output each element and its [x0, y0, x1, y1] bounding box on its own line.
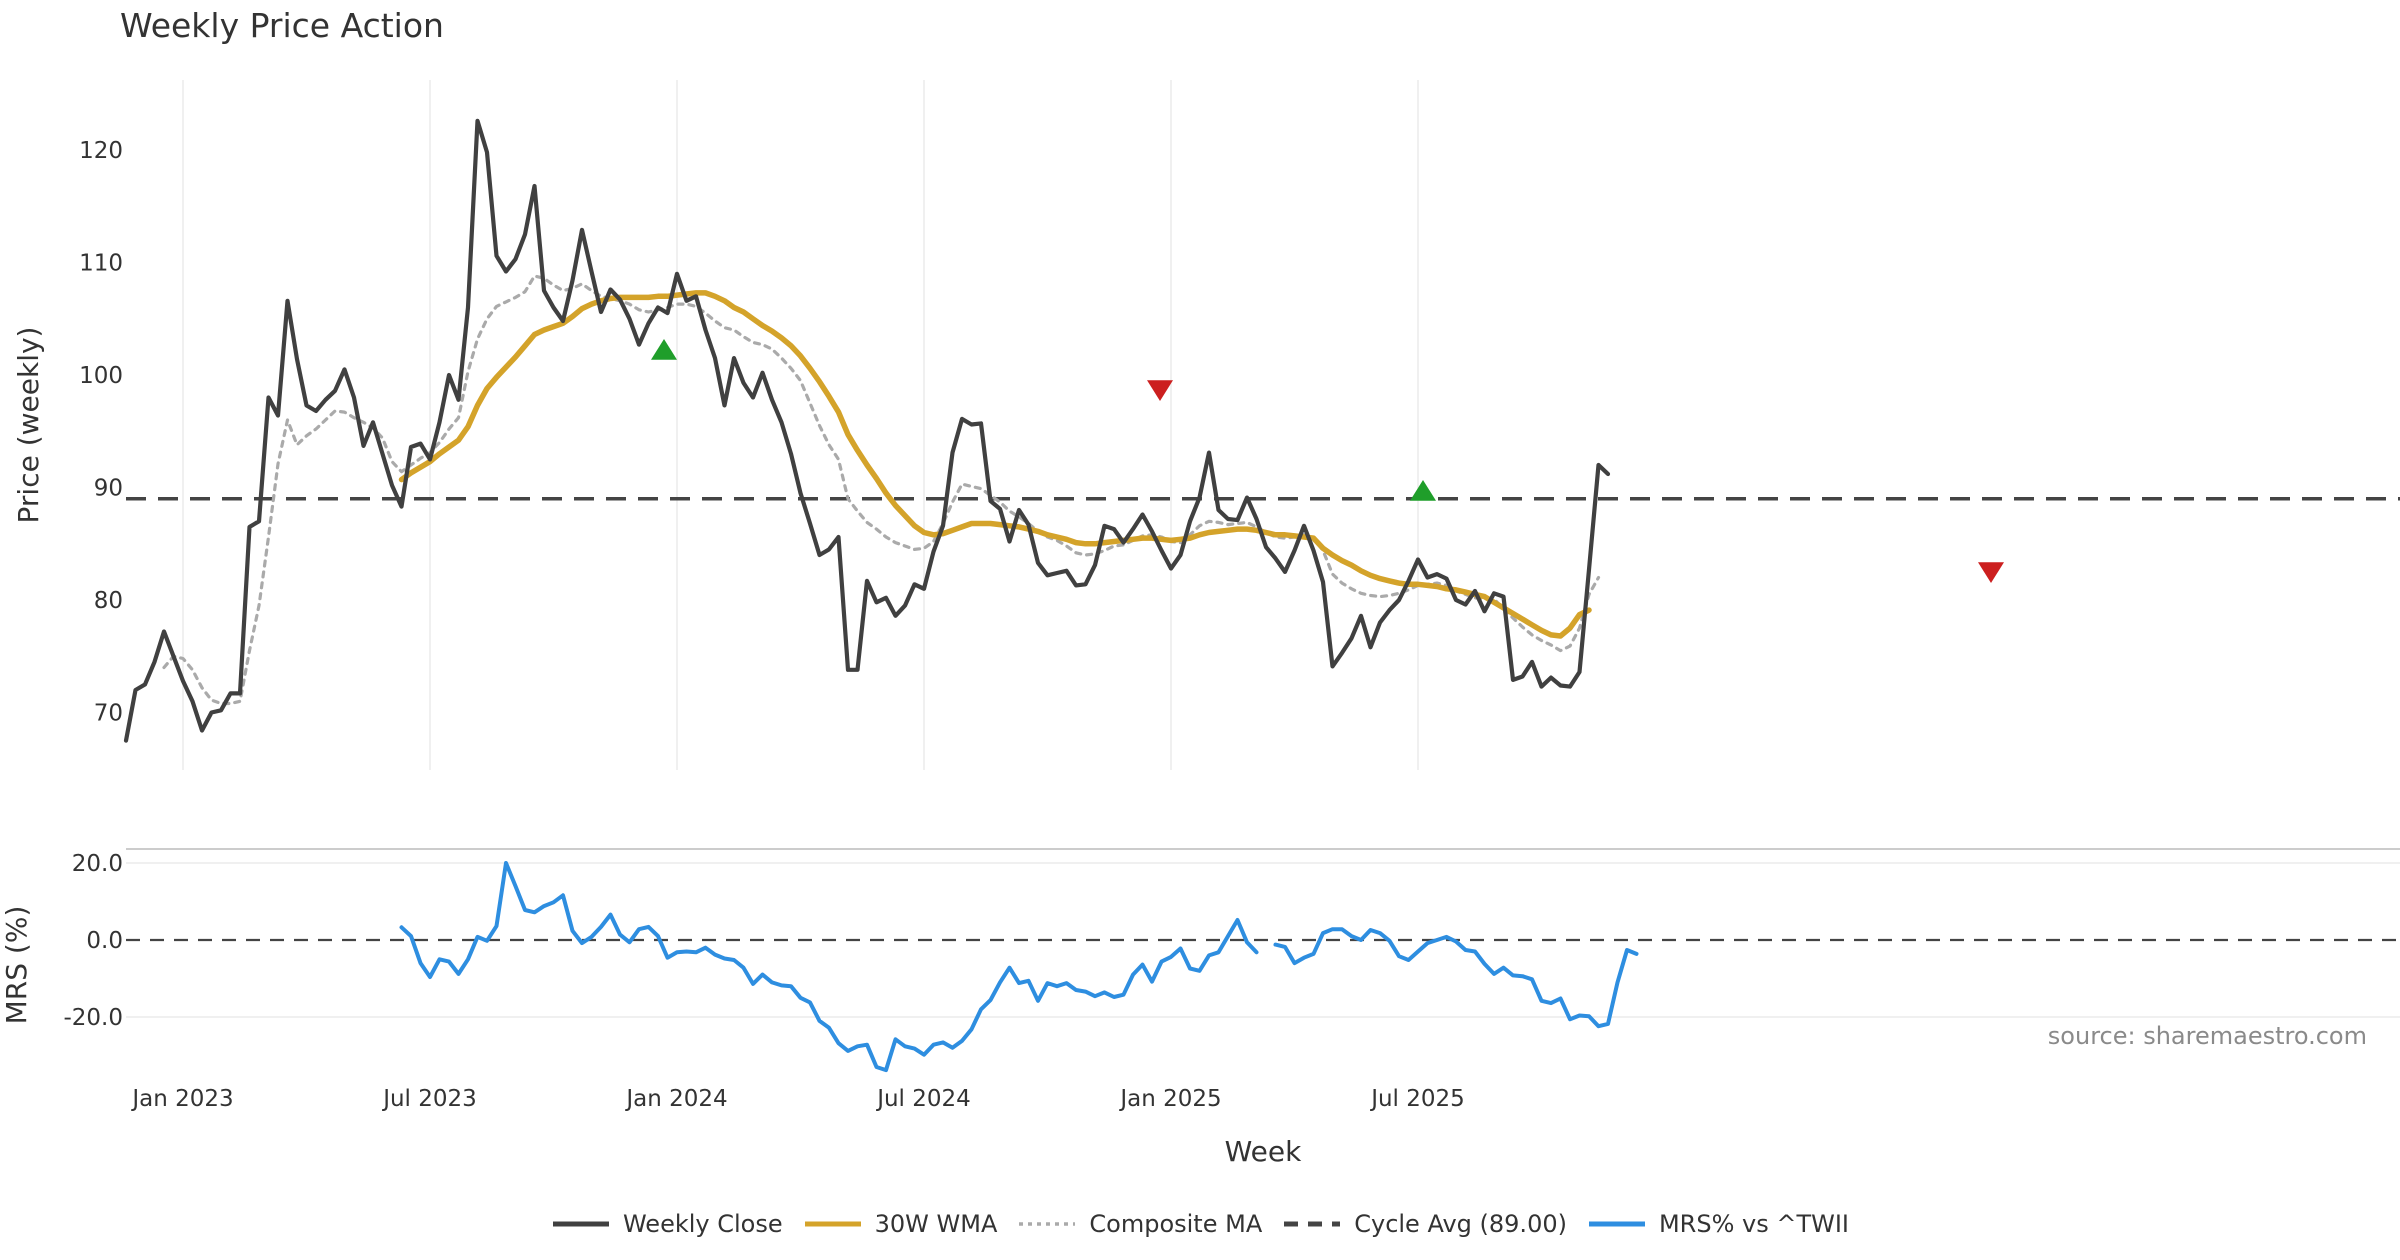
legend-swatch	[1019, 1222, 1076, 1226]
x-tick-label: Jul 2025	[1369, 1086, 1465, 1112]
mrs-panel-grid	[126, 848, 2400, 1018]
axis-labels: 70 80 90 100 110 120 -20.0 0.0 20.0 Jan 2023 Jul 2…	[0, 138, 1465, 1168]
x-axis-title: Week	[1225, 1135, 1302, 1168]
legend-swatch	[1588, 1221, 1645, 1227]
mrs-y-tick-label: -20.0	[63, 1005, 123, 1031]
chart-canvas: 70 80 90 100 110 120 -20.0 0.0 20.0 Jan 2023 Jul 2…	[0, 80, 2400, 1168]
x-tick-label: Jul 2024	[875, 1086, 971, 1112]
chart-title: Weekly Price Action	[120, 6, 444, 45]
mrs-y-axis-title: MRS (%)	[0, 906, 33, 1025]
series-line-composite-ma	[162, 274, 1601, 706]
legend-item[interactable]: MRS% vs ^TWII	[1587, 1210, 1849, 1238]
price-y-tick-label: 120	[79, 138, 123, 164]
price-panel-series	[123, 118, 2400, 743]
buy-signal-marker	[651, 339, 677, 360]
legend-item[interactable]: Cycle Avg (89.00)	[1282, 1210, 1567, 1238]
legend-label: Cycle Avg (89.00)	[1354, 1210, 1567, 1238]
series-line-mrs-vs-twii	[399, 861, 1639, 1073]
legend-item[interactable]: Composite MA	[1017, 1210, 1262, 1238]
price-y-tick-label: 70	[94, 701, 123, 727]
price-y-tick-label: 110	[79, 251, 123, 277]
mrs-y-tick-label: 0.0	[86, 928, 123, 954]
price-y-axis-title: Price (weekly)	[12, 327, 45, 524]
legend-swatch	[552, 1221, 609, 1227]
x-tick-label: Jul 2023	[381, 1086, 477, 1112]
price-y-tick-label: 80	[94, 588, 123, 614]
legend-label: MRS% vs ^TWII	[1658, 1210, 1850, 1238]
legend-item[interactable]: Weekly Close	[551, 1210, 783, 1238]
mrs-y-tick-label: 20.0	[72, 851, 123, 877]
x-tick-label: Jan 2024	[624, 1086, 727, 1112]
price-panel-grid	[182, 80, 1419, 770]
legend-label: Weekly Close	[622, 1210, 783, 1238]
signal-markers	[651, 339, 2004, 583]
series-line-30w-wma	[398, 290, 1592, 639]
legend-label: Composite MA	[1089, 1210, 1263, 1238]
buy-signal-marker	[1410, 480, 1436, 501]
price-y-tick-label: 90	[94, 476, 123, 502]
legend-item[interactable]: 30W WMA	[803, 1210, 998, 1238]
sell-signal-marker	[1978, 562, 2004, 583]
legend: Weekly Close 30W WMA Composite MA Cycle Avg…	[0, 1210, 2400, 1238]
legend-swatch	[1284, 1221, 1341, 1227]
legend-label: 30W WMA	[874, 1210, 998, 1238]
series-line-weekly-close	[123, 118, 1611, 743]
x-tick-label: Jan 2023	[130, 1086, 233, 1112]
x-tick-label: Jan 2025	[1118, 1086, 1221, 1112]
sell-signal-marker	[1147, 380, 1173, 401]
source-note: source: sharemaestro.com	[2048, 1022, 2367, 1050]
legend-swatch	[804, 1221, 861, 1227]
price-y-tick-label: 100	[79, 363, 123, 389]
mrs-panel-series	[399, 861, 1639, 1073]
